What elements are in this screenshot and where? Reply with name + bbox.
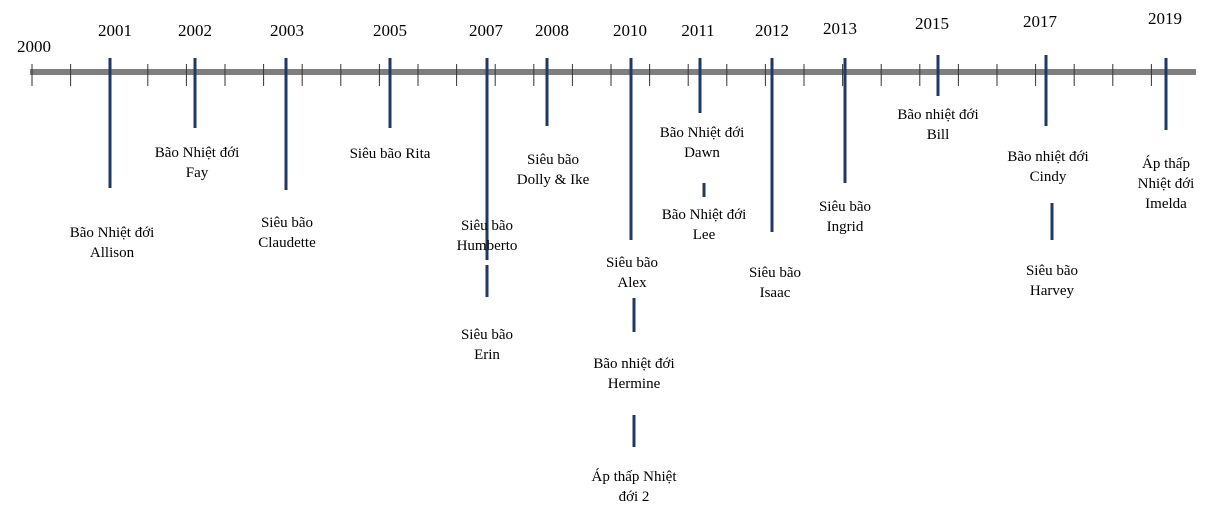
year-label: 2000 [17, 37, 51, 56]
year-label: 2001 [98, 21, 132, 40]
year-label: 2019 [1148, 9, 1182, 28]
year-label: 2005 [373, 21, 407, 40]
storm-label: Áp thấp Nhiệt đới 2 [591, 469, 677, 505]
year-label: 2010 [613, 21, 647, 40]
storm-label: Siêu bão Ingrid [818, 199, 872, 235]
storm-label: Siêu bão Claudette [258, 215, 316, 251]
storm-label: Bão nhiệt đới Cindy [1007, 149, 1089, 185]
storm-label: Siêu bão Alex [605, 255, 659, 291]
storm-label: Bão nhiệt đới Hermine [593, 356, 675, 392]
storm-label: Bão Nhiệt đới Allison [69, 225, 155, 261]
storm-label: Siêu bão Rita [349, 146, 431, 162]
year-label: 2017 [1023, 12, 1057, 31]
year-label: 2002 [178, 21, 212, 40]
storm-label: Siêu bão Dolly & Ike [516, 152, 590, 188]
storm-label: Bão Nhiệt đới Lee [661, 207, 747, 243]
storm-label: Áp thấp Nhiệt đới Imelda [1137, 156, 1195, 212]
year-label: 2003 [270, 21, 304, 40]
year-label: 2015 [915, 14, 949, 33]
year-label: 2008 [535, 21, 569, 40]
year-label: 2007 [469, 21, 503, 40]
storm-label: Bão Nhiệt đới Fay [154, 145, 240, 181]
storm-label: Bão Nhiệt đới Dawn [659, 125, 745, 161]
storm-label: Siêu bão Isaac [748, 265, 802, 301]
storm-label: Siêu bão Erin [460, 327, 514, 363]
storm-label: Siêu bão Humberto [456, 218, 518, 254]
year-label: 2011 [681, 21, 715, 40]
storm-label: Siêu bão Harvey [1025, 263, 1079, 299]
year-label: 2013 [823, 19, 857, 38]
year-label: 2012 [755, 21, 789, 40]
storm-label: Bão nhiệt đới Bill [897, 107, 979, 143]
